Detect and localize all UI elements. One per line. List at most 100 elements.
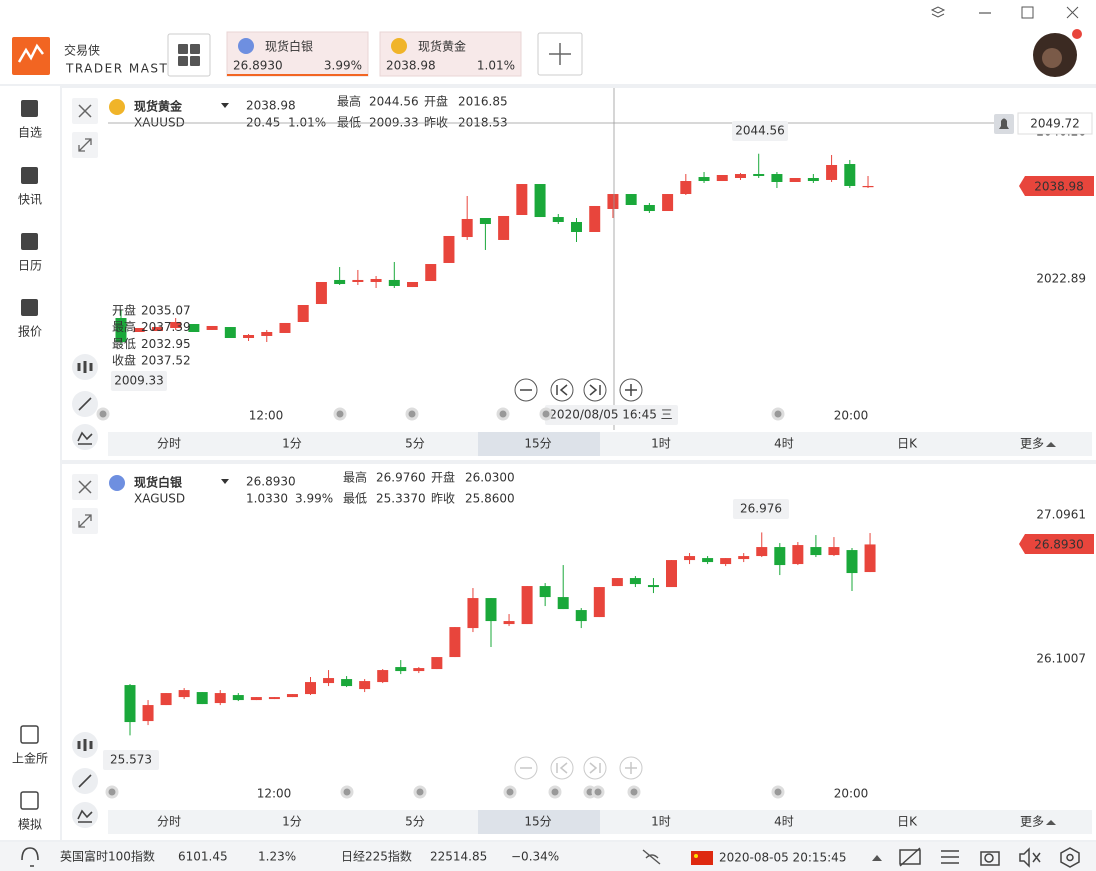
interval-option: 5分 [405, 437, 425, 451]
event-dot[interactable] [591, 785, 605, 799]
sidebar-icon[interactable] [21, 233, 38, 250]
chart-panel [62, 88, 1096, 460]
event-dot[interactable] [539, 407, 553, 421]
crosshair-time: 2020/08/05 16:45 三 [549, 408, 672, 422]
bell-icon [999, 118, 1009, 129]
clock-caret[interactable] [872, 855, 882, 861]
price-change-pct: 1.01% [288, 116, 326, 130]
status-icon[interactable] [941, 850, 959, 864]
stat-value: 25.8600 [465, 492, 515, 506]
zoom-button[interactable] [583, 756, 607, 780]
quote-tab[interactable] [379, 31, 522, 77]
extreme-note: 2044.56 [735, 124, 785, 138]
chart-tool-icon [77, 809, 93, 823]
event-dot[interactable] [771, 407, 785, 421]
stat-label: 最高 [337, 94, 361, 109]
last-price: 26.8930 [246, 475, 296, 489]
quote-tab[interactable] [226, 31, 369, 77]
event-dot[interactable] [413, 785, 427, 799]
candle-body [593, 587, 605, 618]
interval-option: 1时 [651, 437, 671, 451]
candle-body [188, 324, 200, 332]
candle-body [377, 670, 389, 683]
chart-tool-icon [78, 397, 92, 411]
stat-label: 昨收 [424, 116, 448, 130]
stat-value: 2044.56 [369, 95, 419, 109]
candle-body [341, 679, 353, 687]
status-icon[interactable] [1060, 847, 1080, 868]
symbol-dropdown[interactable] [221, 103, 229, 108]
stat-value: 2018.53 [458, 116, 508, 130]
event-dot[interactable] [548, 785, 562, 799]
candle-body [395, 667, 407, 672]
sidebar-icon[interactable] [21, 167, 38, 184]
zoom-button[interactable] [550, 756, 574, 780]
x-axis-label: 20:00 [834, 409, 869, 423]
grid-button[interactable] [167, 33, 211, 77]
event-dot[interactable] [496, 407, 510, 421]
candle-body [828, 547, 840, 556]
candle-body [370, 278, 382, 282]
event-dot[interactable] [771, 785, 785, 799]
sidebar-icon[interactable] [21, 100, 38, 117]
candle-body [124, 685, 136, 723]
candle-body [352, 279, 364, 282]
index-change: 1.23% [258, 850, 296, 864]
candle-body [684, 556, 696, 561]
status-icon[interactable] [1019, 847, 1041, 868]
status-icon[interactable] [899, 847, 921, 867]
network-icon[interactable] [642, 849, 661, 865]
symbol-code: XAGUSD [134, 492, 185, 506]
coin-icon [109, 99, 125, 115]
index-name: 日经225指数 [341, 849, 412, 864]
candle-body [160, 693, 172, 706]
candle-body [407, 281, 419, 288]
candle-body [702, 558, 714, 563]
zoom-glyph [556, 384, 568, 396]
event-dot[interactable] [333, 407, 347, 421]
status-icon[interactable] [980, 851, 1000, 866]
candle-body [261, 331, 273, 336]
chart-tool-icon [77, 431, 93, 445]
zoom-button[interactable] [514, 756, 538, 780]
candle-body [734, 174, 746, 179]
event-dot[interactable] [340, 785, 354, 799]
sidebar-icon[interactable] [20, 725, 39, 744]
candle-body [243, 335, 255, 339]
symbol-name: 现货白银 [134, 475, 183, 490]
avatar-detail [1042, 48, 1062, 68]
event-dot[interactable] [105, 785, 119, 799]
maximize-icon[interactable] [1021, 6, 1034, 19]
candle-body [756, 547, 768, 557]
candle-body [771, 174, 783, 182]
sidebar-icon[interactable] [20, 791, 39, 810]
index-change: −0.34% [511, 850, 559, 864]
extreme-note-box [732, 121, 788, 141]
candle-body [774, 547, 786, 566]
event-dot[interactable] [96, 407, 110, 421]
sidebar-label: 报价 [18, 324, 42, 339]
sidebar-icon[interactable] [21, 299, 38, 316]
candle-body [862, 185, 874, 188]
event-dot[interactable] [503, 785, 517, 799]
candle-body [178, 690, 190, 698]
layers-icon[interactable] [930, 6, 946, 18]
symbol-dropdown[interactable] [221, 479, 229, 484]
interval-option: 4时 [774, 815, 794, 829]
price-tag-label: 26.8930 [1034, 538, 1084, 552]
stat-value: 2009.33 [369, 116, 419, 130]
event-dot[interactable] [627, 785, 641, 799]
chart-tool-icon [78, 774, 92, 788]
candle-body [680, 181, 692, 195]
zoom-button[interactable] [619, 756, 643, 780]
extreme-note-box [103, 750, 159, 770]
event-dot[interactable] [405, 407, 419, 421]
stat-label: 最低 [343, 492, 367, 506]
candle-body [315, 281, 327, 305]
close-icon[interactable] [1066, 6, 1079, 19]
stat-value: 2016.85 [458, 95, 508, 109]
candle-body [789, 178, 801, 182]
tab-change: 1.01% [477, 59, 515, 73]
coin-icon [109, 475, 125, 491]
price-change: 20.45 [246, 116, 280, 130]
